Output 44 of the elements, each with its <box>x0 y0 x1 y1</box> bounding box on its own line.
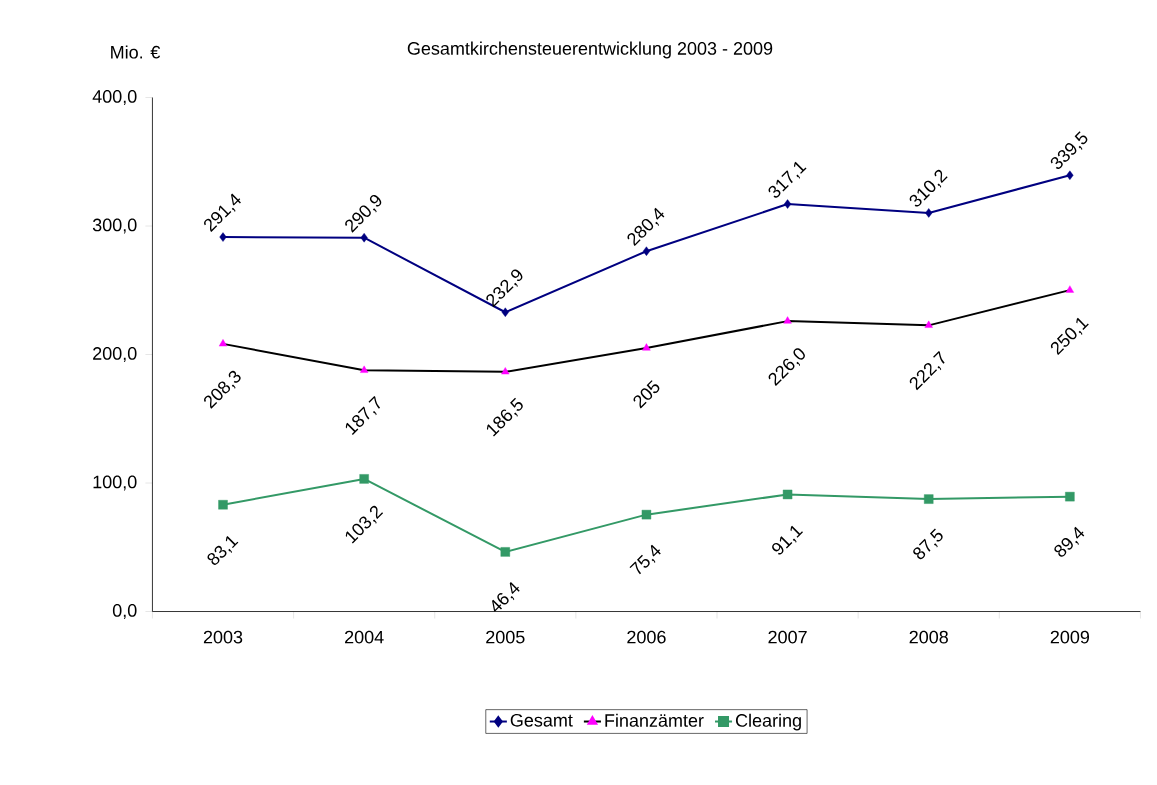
y-tick-label: 300,0 <box>92 218 137 234</box>
x-tick-label: 2008 <box>909 630 948 644</box>
point <box>642 343 651 351</box>
x-tick-label: 2003 <box>203 630 243 644</box>
y-axis-title: Mio. € <box>111 45 161 59</box>
chart-title: Gesamtkirchensteuerentwicklung 2003 - 2009 <box>407 41 773 59</box>
x-tick-label: 2005 <box>486 630 525 644</box>
data-label: 75,4 <box>629 544 661 575</box>
point <box>924 494 934 504</box>
y-tick-label: 0,0 <box>112 604 137 619</box>
point <box>924 320 933 328</box>
y-tick-label: 100,0 <box>93 475 137 491</box>
point <box>641 509 652 520</box>
point <box>501 307 509 317</box>
point <box>501 367 510 375</box>
point <box>925 208 933 218</box>
data-label: 91,1 <box>772 525 803 555</box>
data-label: 83,1 <box>207 535 239 565</box>
x-tick-label: 2004 <box>345 630 384 644</box>
point <box>360 233 368 243</box>
point <box>359 474 369 484</box>
point <box>360 365 369 373</box>
point <box>218 500 228 510</box>
y-tick-label: 400,0 <box>92 90 137 105</box>
legend-label: Finanzämter <box>605 713 704 727</box>
legend-label: Gesamt <box>510 713 573 727</box>
point <box>784 199 792 209</box>
y-tick-label: 200,0 <box>93 347 137 362</box>
point <box>642 246 651 256</box>
x-tick-label: 2006 <box>627 630 666 644</box>
point <box>783 316 792 324</box>
point <box>1065 285 1074 293</box>
point <box>782 489 793 500</box>
data-label: 46,4 <box>492 581 520 612</box>
x-tick-label: 2009 <box>1050 630 1090 644</box>
x-tick-label: 2007 <box>768 630 807 644</box>
point <box>219 232 227 242</box>
data-label: 89,4 <box>1054 526 1085 557</box>
point <box>500 547 510 557</box>
legend-label: Clearing <box>735 713 801 731</box>
point <box>1065 491 1075 502</box>
data-label: 205 <box>633 380 660 409</box>
point <box>218 339 228 347</box>
point <box>1066 170 1074 180</box>
